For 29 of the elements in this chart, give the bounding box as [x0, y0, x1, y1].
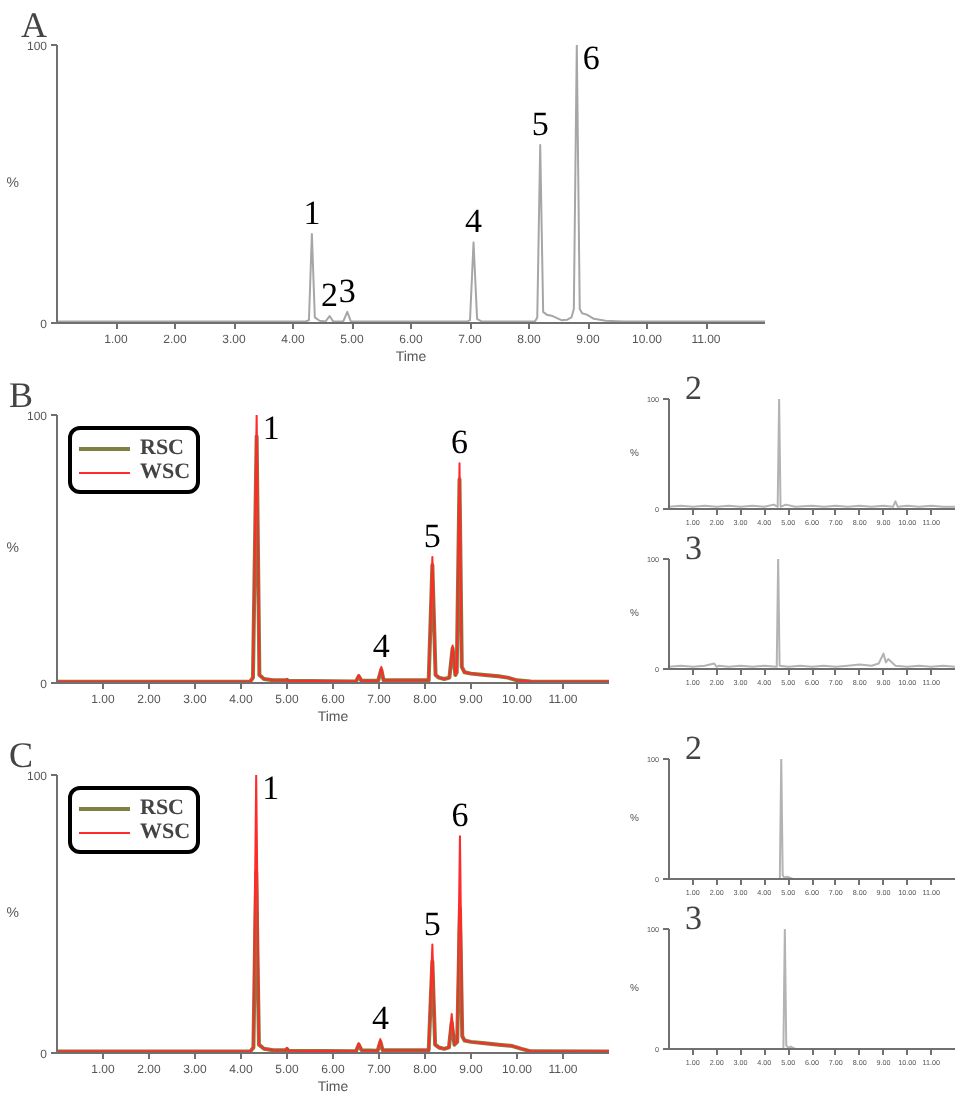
annotation: 5 [423, 904, 441, 943]
legend-label: WSC [140, 820, 191, 844]
annotation: 5 [423, 517, 441, 556]
annotation: 4 [465, 202, 484, 241]
legend-label: WSC [140, 460, 191, 484]
line-series [669, 559, 955, 668]
line-series [669, 399, 955, 508]
line-series [57, 775, 609, 1053]
legend-label: RSC [140, 436, 185, 460]
annotation: 3 [338, 271, 356, 310]
chart-title: 2 [685, 369, 702, 407]
chart-title: 3 [685, 529, 702, 567]
annotation: 6 [582, 39, 600, 77]
annotation: 6 [451, 423, 468, 462]
annotation: 6 [451, 796, 469, 835]
annotation: 4 [371, 999, 390, 1038]
chart-title: B [9, 375, 34, 415]
chart-title: A [21, 5, 47, 45]
chart-title: C [9, 735, 34, 775]
chart-title: 3 [685, 899, 702, 937]
annotation: 1 [262, 409, 280, 447]
annotation: 1 [303, 194, 321, 233]
annotation: 4 [372, 626, 391, 665]
line-series [57, 45, 765, 323]
annotation: 5 [531, 105, 549, 144]
chart-title: 2 [685, 729, 702, 767]
annotation: 2 [321, 276, 339, 315]
annotation: 1 [262, 769, 280, 807]
legend-label: RSC [140, 796, 185, 820]
